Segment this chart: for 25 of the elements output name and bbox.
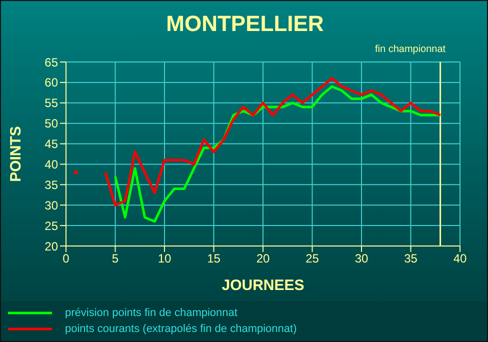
y-tick-label: 40 — [44, 157, 58, 172]
x-tick-label: 15 — [207, 252, 221, 266]
y-tick-label: 30 — [44, 198, 58, 212]
x-tick-label: 0 — [62, 252, 70, 266]
ref-line-label: fin championnat — [374, 44, 446, 55]
x-tick-label: 5 — [112, 252, 119, 266]
x-tick-label: 10 — [158, 252, 172, 266]
y-tick-label: 25 — [44, 218, 58, 233]
y-tick-label: 20 — [44, 239, 58, 254]
x-tick-label: 35 — [404, 252, 418, 266]
legend-label: prévision points fin de championnat — [65, 307, 238, 319]
y-tick-label: 55 — [44, 96, 58, 110]
x-axis-title: JOURNEES — [222, 277, 304, 294]
y-tick-label: 50 — [44, 116, 58, 131]
y-tick-label: 45 — [44, 137, 58, 152]
y-axis-title: POINTS — [7, 126, 24, 182]
chart-title: MONTPELLIER — [165, 11, 325, 37]
y-tick-label: 35 — [44, 178, 58, 192]
x-tick-label: 30 — [354, 252, 368, 266]
y-tick-label: 65 — [44, 55, 58, 70]
x-tick-label: 20 — [256, 252, 270, 266]
y-tick-label: 60 — [44, 76, 58, 90]
legend-label: points courants (extrapolés fin de championnat) — [65, 323, 297, 335]
x-tick-label: 40 — [453, 252, 467, 266]
x-tick-label: 25 — [306, 252, 320, 266]
